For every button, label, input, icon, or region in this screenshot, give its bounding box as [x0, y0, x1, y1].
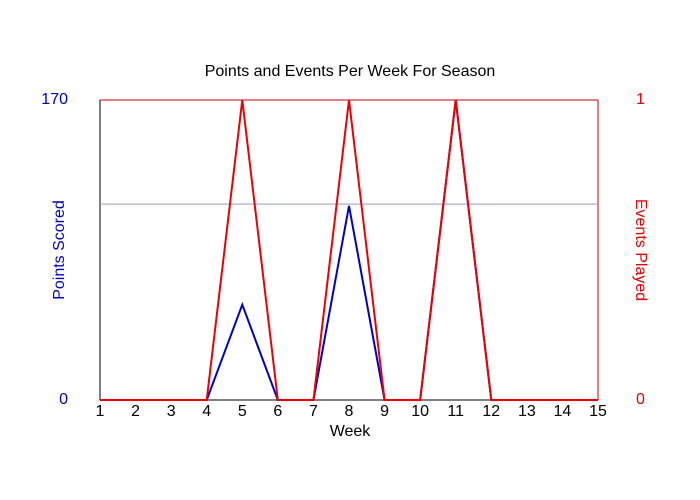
data-line [100, 99, 598, 401]
x-tick-label: 11 [447, 403, 464, 420]
x-tick-label: 9 [380, 403, 389, 420]
x-tick-label: 8 [345, 403, 354, 420]
x-tick-label: 6 [273, 403, 282, 420]
chart-title: Points and Events Per Week For Season [205, 63, 496, 80]
x-tick-label: 5 [238, 403, 247, 420]
x-tick-label: 4 [202, 403, 211, 420]
x-axis-label: Week [330, 423, 372, 440]
x-tick-label: 2 [131, 403, 140, 420]
y2-tick-label: 1 [636, 91, 645, 108]
y2-axis-label: Events Played [632, 199, 649, 301]
y-tick-label: 0 [59, 391, 68, 408]
y2-tick-label: 0 [636, 391, 645, 408]
x-tick-label: 12 [482, 403, 500, 420]
x-tick-label: 1 [96, 403, 105, 420]
x-tick-label: 15 [589, 403, 607, 420]
x-tick-label: 7 [309, 403, 318, 420]
x-tick-label: 14 [554, 403, 572, 420]
y-tick-label: 170 [41, 91, 68, 108]
y-axis-label: Points Scored [51, 200, 68, 300]
x-tick-label: 10 [411, 403, 429, 420]
x-tick-label: 3 [167, 403, 176, 420]
x-tick-label: 13 [518, 403, 536, 420]
